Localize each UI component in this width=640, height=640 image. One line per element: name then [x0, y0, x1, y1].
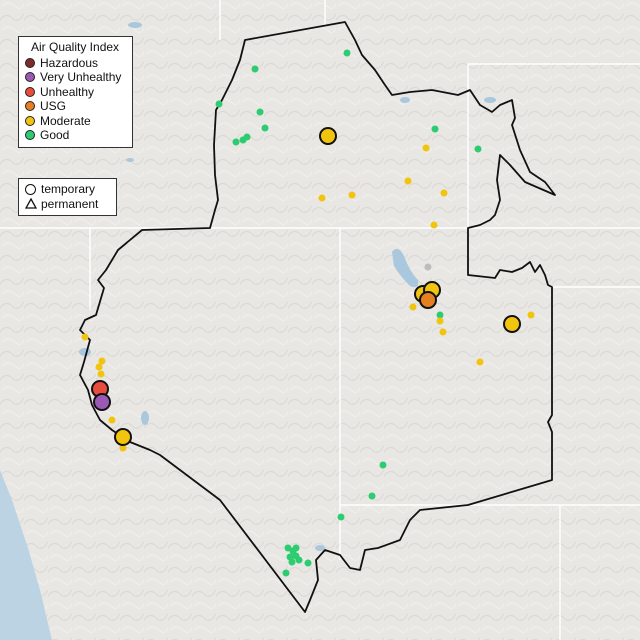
aqi-legend: Air Quality Index Hazardous Very Unhealt… — [18, 36, 133, 148]
legend-title: Air Quality Index — [31, 40, 120, 54]
legend-item-permanent: permanent — [25, 197, 110, 212]
legend-item-hazardous: Hazardous — [25, 56, 126, 71]
legend-label: Unhealthy — [40, 84, 95, 99]
circle-icon — [25, 183, 36, 195]
legend-item-good: Good — [25, 128, 126, 143]
large-monitors[interactable] — [91, 127, 521, 446]
legend-label: Very Unhealthy — [40, 70, 122, 84]
triangle-icon — [25, 198, 37, 209]
legend-item-usg: USG — [25, 99, 126, 114]
no-data-monitor[interactable] — [424, 263, 432, 271]
region-outline — [79, 21, 556, 613]
legend-label: permanent — [41, 196, 99, 211]
legend-label: USG — [40, 99, 67, 113]
moderate-monitors[interactable] — [81, 144, 535, 452]
hazardous-swatch — [25, 57, 35, 68]
lakes — [79, 22, 496, 551]
unhealthy-swatch — [25, 86, 35, 97]
usg-swatch — [25, 101, 35, 112]
legend-label: temporary — [41, 182, 96, 196]
legend-label: Moderate — [40, 113, 91, 128]
pacific-ocean — [0, 470, 52, 640]
moderate-swatch — [25, 115, 35, 126]
legend-item-very-unhealthy: Very Unhealthy — [25, 70, 126, 85]
very-unhealthy-swatch — [25, 72, 35, 83]
monitor-type-legend: temporary permanent — [18, 178, 117, 216]
good-swatch — [25, 130, 35, 141]
legend-label: Good — [40, 128, 70, 142]
legend-item-unhealthy: Unhealthy — [25, 85, 126, 100]
legend-label: Hazardous — [40, 55, 99, 70]
legend-item-temporary: temporary — [25, 182, 110, 197]
good-monitors[interactable] — [215, 49, 482, 577]
legend-item-moderate: Moderate — [25, 114, 126, 129]
